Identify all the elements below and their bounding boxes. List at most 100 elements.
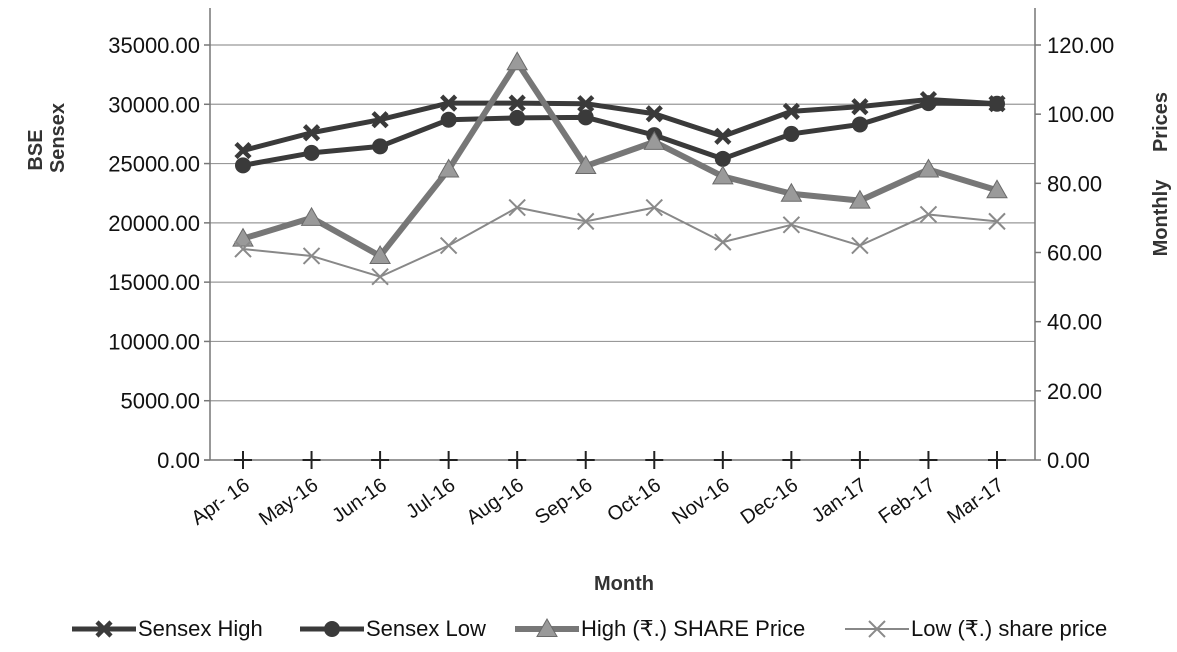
x-tick-label: Feb-17 — [875, 474, 940, 528]
data-point-circle — [577, 109, 594, 126]
data-point-circle — [324, 621, 340, 637]
data-point-plus — [234, 451, 252, 469]
data-point-x-marker — [508, 94, 526, 112]
legend-item: High (₹.) SHARE Price — [515, 616, 805, 641]
legend-item: Sensex High — [72, 616, 263, 641]
right-tick-label: 120.00 — [1047, 33, 1114, 58]
data-point-triangle — [300, 206, 323, 226]
data-point-plus — [919, 451, 938, 469]
data-point-x-marker — [95, 620, 113, 638]
left-axis-title-line1: BSE — [25, 129, 47, 170]
data-point-triangle — [711, 165, 734, 185]
data-point-x-marker — [851, 98, 869, 116]
data-point-plus — [439, 451, 458, 469]
data-point-circle — [851, 116, 868, 133]
data-point-x-thin — [645, 198, 663, 217]
data-point-x-thin — [302, 247, 321, 265]
data-point-x-thin — [234, 240, 252, 258]
x-tick-label: Jul-16 — [402, 474, 459, 523]
data-point-plus — [645, 451, 664, 469]
data-point-x-thin — [508, 198, 526, 217]
data-point-triangle — [536, 617, 558, 637]
data-point-x-thin — [439, 236, 458, 255]
right-tick-label: 40.00 — [1047, 310, 1102, 335]
data-point-x-thin — [868, 620, 886, 638]
legend-item: Sensex Low — [300, 616, 486, 641]
data-point-x-marker — [645, 105, 663, 123]
left-tick-label: 10000.00 — [108, 329, 200, 354]
left-tick-label: 5000.00 — [120, 389, 200, 414]
series-line — [242, 100, 998, 168]
x-tick-label: Sep-16 — [531, 474, 596, 529]
data-point-circle — [714, 150, 731, 167]
left-tick-label: 25000.00 — [108, 152, 200, 177]
data-point-plus — [302, 451, 321, 469]
axes — [204, 8, 1041, 461]
data-point-plus — [508, 451, 527, 469]
x-axis-title: Month — [594, 573, 654, 595]
x-tick-label: Dec-16 — [737, 474, 802, 529]
series-line — [242, 97, 998, 153]
x-tick-label: Aug-16 — [463, 474, 528, 529]
legend-label: Sensex High — [138, 616, 263, 641]
data-point-circle — [235, 157, 251, 174]
x-tick-label: Jun-16 — [328, 474, 391, 527]
gridlines — [210, 44, 1035, 402]
data-point-x-thin — [851, 236, 869, 255]
data-point-triangle — [506, 51, 529, 71]
data-point-plus — [713, 451, 732, 469]
series-line — [242, 206, 998, 278]
right-tick-label: 60.00 — [1047, 241, 1102, 266]
data-point-circle — [303, 144, 320, 161]
x-tick-label: May-16 — [255, 474, 322, 530]
data-point-circle — [440, 111, 457, 128]
right-tick-label: 20.00 — [1047, 379, 1102, 404]
data-point-x-marker — [371, 111, 389, 129]
data-point-plus — [576, 451, 595, 469]
legend-label: High (₹.) SHARE Price — [581, 616, 805, 641]
legend: Sensex High Sensex Low High (₹.) SHARE Pri… — [72, 616, 1107, 641]
left-axis-title-line2: Sensex — [47, 103, 69, 173]
right-tick-label: 80.00 — [1047, 171, 1102, 196]
series-markers — [232, 51, 1008, 469]
legend-item: Low (₹.) share price — [845, 616, 1107, 641]
data-point-x-thin — [919, 205, 938, 224]
data-point-triangle — [986, 179, 1008, 199]
legend-label: Low (₹.) share price — [911, 616, 1107, 641]
left-tick-label: 15000.00 — [108, 270, 200, 295]
data-point-plus — [988, 451, 1006, 469]
left-tick-label: 35000.00 — [108, 33, 200, 58]
data-point-x-marker — [234, 141, 252, 160]
right-axis-title-line1: Monthly — [1150, 179, 1172, 257]
data-point-x-marker — [440, 94, 458, 112]
data-point-circle — [372, 138, 389, 155]
data-point-triangle — [574, 155, 597, 175]
series-line — [242, 59, 998, 259]
left-axis-tick-labels: 0.00 5000.00 10000.00 15000.00 20000.00 25000… — [108, 33, 200, 473]
data-point-plus — [782, 451, 801, 469]
right-tick-label: 0.00 — [1047, 448, 1090, 473]
data-point-circle — [920, 95, 937, 112]
x-axis-tick-labels: Apr- 16 May-16 Jun-16 Jul-16 Aug-16 Sep-16 Oct… — [188, 474, 1008, 530]
x-tick-label: Oct-16 — [603, 474, 665, 526]
data-point-x-marker — [782, 102, 800, 120]
data-point-triangle — [917, 158, 940, 178]
x-tick-label: Jan-17 — [808, 474, 871, 527]
x-tick-label: Mar-17 — [943, 474, 1008, 528]
data-point-triangle — [849, 189, 871, 209]
data-point-x-thin — [371, 268, 389, 286]
data-point-triangle — [643, 130, 666, 150]
data-point-x-marker — [577, 95, 595, 113]
x-tick-label: Apr- 16 — [188, 474, 254, 530]
data-point-x-thin — [988, 212, 1006, 231]
left-tick-label: 20000.00 — [108, 211, 200, 236]
data-point-circle — [509, 109, 526, 126]
data-point-triangle — [780, 182, 803, 202]
right-axis-tick-labels: 0.00 20.00 40.00 60.00 80.00 100.00 120.00 — [1047, 33, 1114, 473]
data-point-plus — [371, 451, 390, 469]
data-point-plus — [850, 451, 869, 469]
data-point-x-marker — [714, 127, 732, 145]
right-tick-label: 100.00 — [1047, 102, 1114, 127]
left-tick-label: 0.00 — [157, 448, 200, 473]
